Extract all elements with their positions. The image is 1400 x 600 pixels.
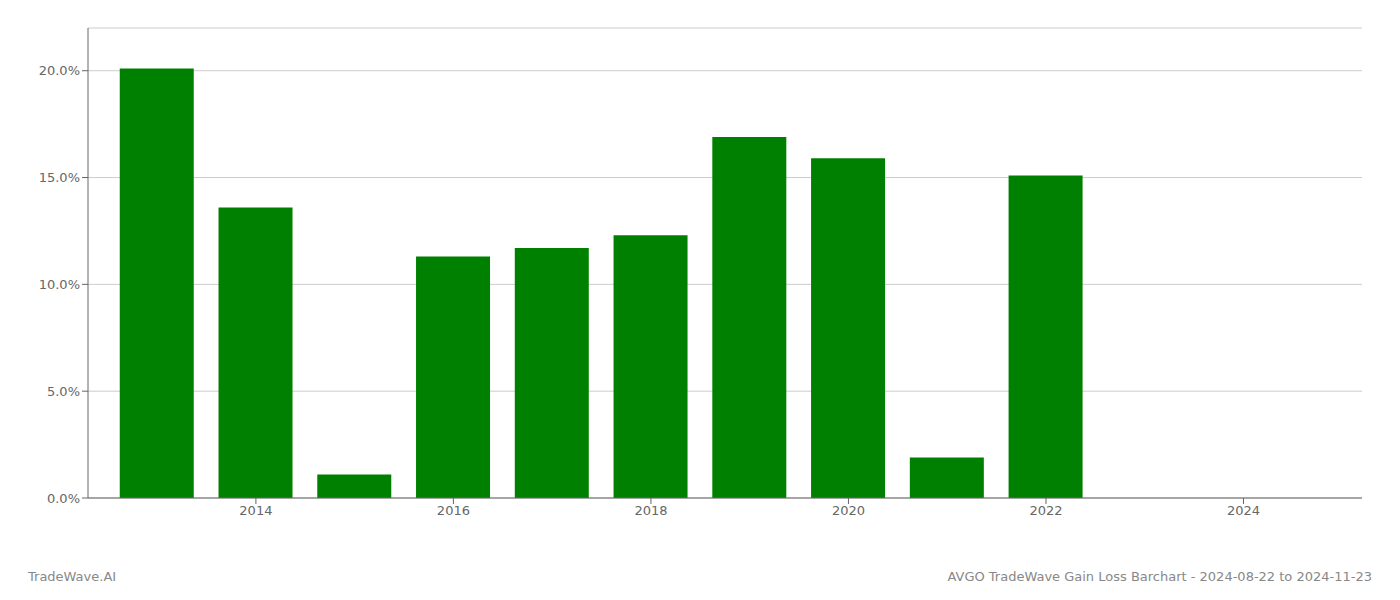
svg-text:2020: 2020 [832, 503, 865, 518]
svg-text:2018: 2018 [634, 503, 667, 518]
svg-text:2022: 2022 [1029, 503, 1062, 518]
html-text:AVGO TradeWave Gain Loss Barch: AVGO TradeWave Gain Loss Barchart - 2024… [947, 569, 1372, 584]
html-text:TradeWave.AI: TradeWave.AI [28, 569, 117, 584]
svg-text:10.0%: 10.0% [39, 277, 80, 292]
svg-text:2024: 2024 [1227, 503, 1260, 518]
svg-text:20.0%: 20.0% [39, 63, 80, 78]
svg-text:2016: 2016 [437, 503, 470, 518]
svg-text:2014: 2014 [239, 503, 272, 518]
svg-text:5.0%: 5.0% [47, 384, 80, 399]
svg-text:15.0%: 15.0% [39, 170, 80, 185]
svg-text:0.0%: 0.0% [47, 491, 80, 506]
